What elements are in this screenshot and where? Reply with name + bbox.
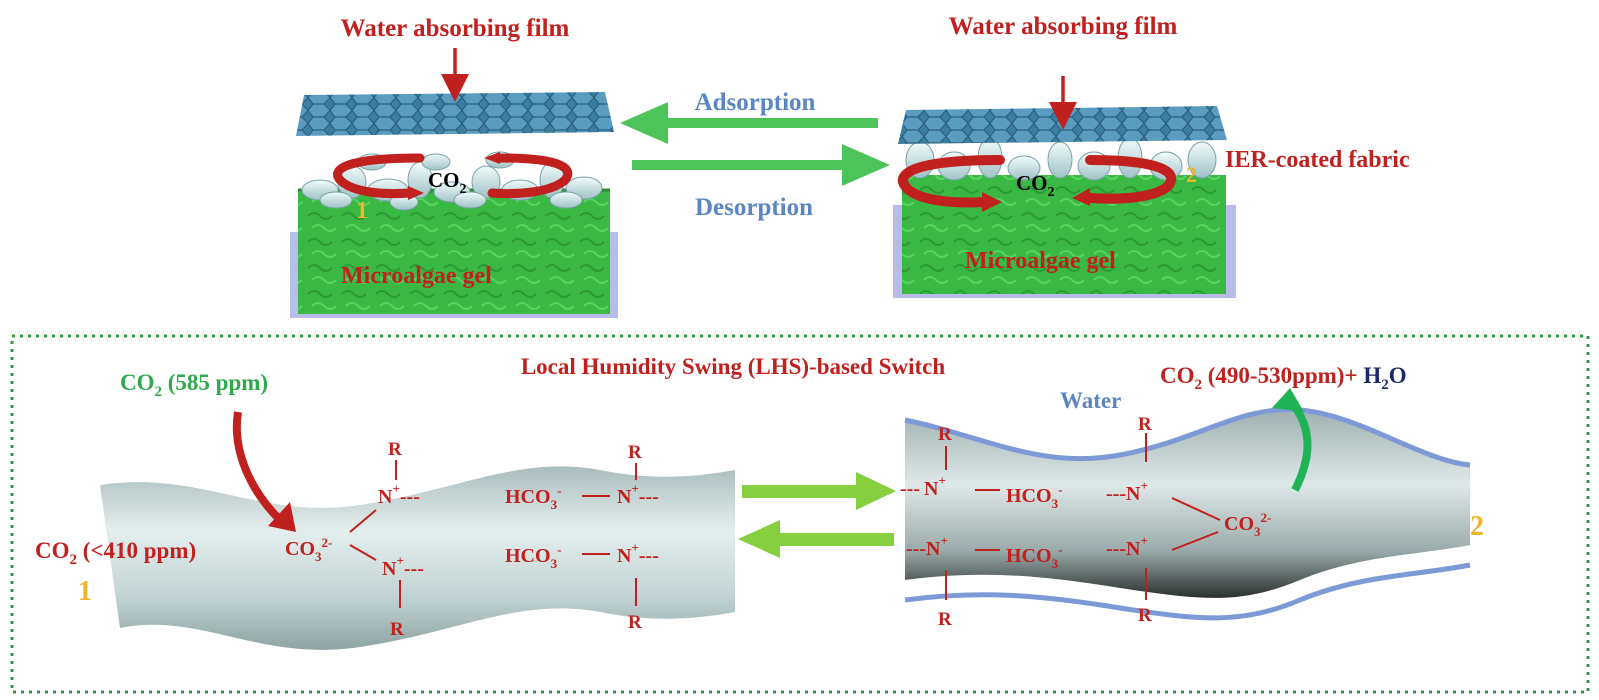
left-bicarbonate: HCO3- xyxy=(505,483,561,512)
r-group: R xyxy=(390,619,404,640)
left-co2-label: CO2 xyxy=(428,168,467,197)
right-amine: ---N+ xyxy=(900,473,946,500)
left-co2-input: CO2 (585 ppm) xyxy=(120,370,268,400)
water-label: Water xyxy=(1060,388,1121,413)
left-carbonate: CO32- xyxy=(285,535,332,564)
right-bicarbonate: HCO3- xyxy=(1006,482,1062,511)
left-amine: N+--- xyxy=(617,481,659,508)
rotation-arrow-icon xyxy=(333,153,573,199)
right-co2-label: CO2 xyxy=(1016,171,1055,200)
r-group: R xyxy=(1138,414,1152,435)
right-bed: CO2 2 IER-coated fabric Microalgae gel W… xyxy=(893,13,1410,298)
desorption-arrow: Desorption xyxy=(632,144,890,221)
adsorption-arrow: Adsorption xyxy=(620,89,878,144)
left-film-label: Water absorbing film xyxy=(341,15,570,42)
fabric-label: IER-coated fabric xyxy=(1225,147,1410,173)
left-amine: N+--- xyxy=(382,553,424,580)
lhs-title: Local Humidity Swing (LHS)-based Switch xyxy=(521,354,945,379)
lhs-switch-box xyxy=(10,334,1590,694)
left-state-number: 1 xyxy=(356,198,368,224)
r-group: R xyxy=(628,442,642,463)
bottom-left-state-number: 1 xyxy=(78,576,92,607)
right-film-label: Water absorbing film xyxy=(949,13,1178,40)
left-amine: N+--- xyxy=(617,540,659,567)
left-co2-output: CO2 (<410 ppm) xyxy=(35,538,196,568)
left-gel-block xyxy=(298,190,610,314)
left-bicarbonate: HCO3- xyxy=(505,542,561,571)
r-group: R xyxy=(938,609,952,630)
water-layer-top xyxy=(904,407,1471,468)
r-group: R xyxy=(388,439,402,460)
right-amine: ---N+ xyxy=(1106,533,1148,560)
right-co2-output: CO2 (490-530ppm)+ H2O xyxy=(1160,363,1407,393)
right-carbonate: CO32- xyxy=(1224,510,1271,539)
right-amine: ---N+ xyxy=(906,533,948,560)
right-gel-block xyxy=(902,175,1226,294)
right-amine: ---N+ xyxy=(1106,478,1148,505)
right-bicarbonate: HCO3- xyxy=(1006,542,1062,571)
rotation-arrow-icon xyxy=(898,155,1177,208)
left-amine-groups xyxy=(349,460,637,608)
right-amine-groups xyxy=(945,433,1221,600)
r-group: R xyxy=(938,424,952,445)
r-group: R xyxy=(628,612,642,633)
right-gel-label: Microalgae gel xyxy=(965,248,1116,274)
adsorption-label: Adsorption xyxy=(695,89,816,116)
curved-arrow-icon xyxy=(232,411,283,523)
right-state-number: 2 xyxy=(1186,162,1197,187)
bottom-right-state-number: 2 xyxy=(1470,511,1484,542)
left-gel-label: Microalgae gel xyxy=(341,263,492,289)
r-group: R xyxy=(1138,605,1152,626)
desorption-label: Desorption xyxy=(695,194,813,221)
reaction-arrow-icon xyxy=(738,472,896,558)
left-bed: CO2 1 Microalgae gel Water absorbing fil… xyxy=(290,15,618,318)
water-layer-bottom xyxy=(904,562,1471,621)
left-amine: N+--- xyxy=(378,481,420,508)
left-fiber xyxy=(100,466,735,650)
left-film xyxy=(296,92,614,136)
